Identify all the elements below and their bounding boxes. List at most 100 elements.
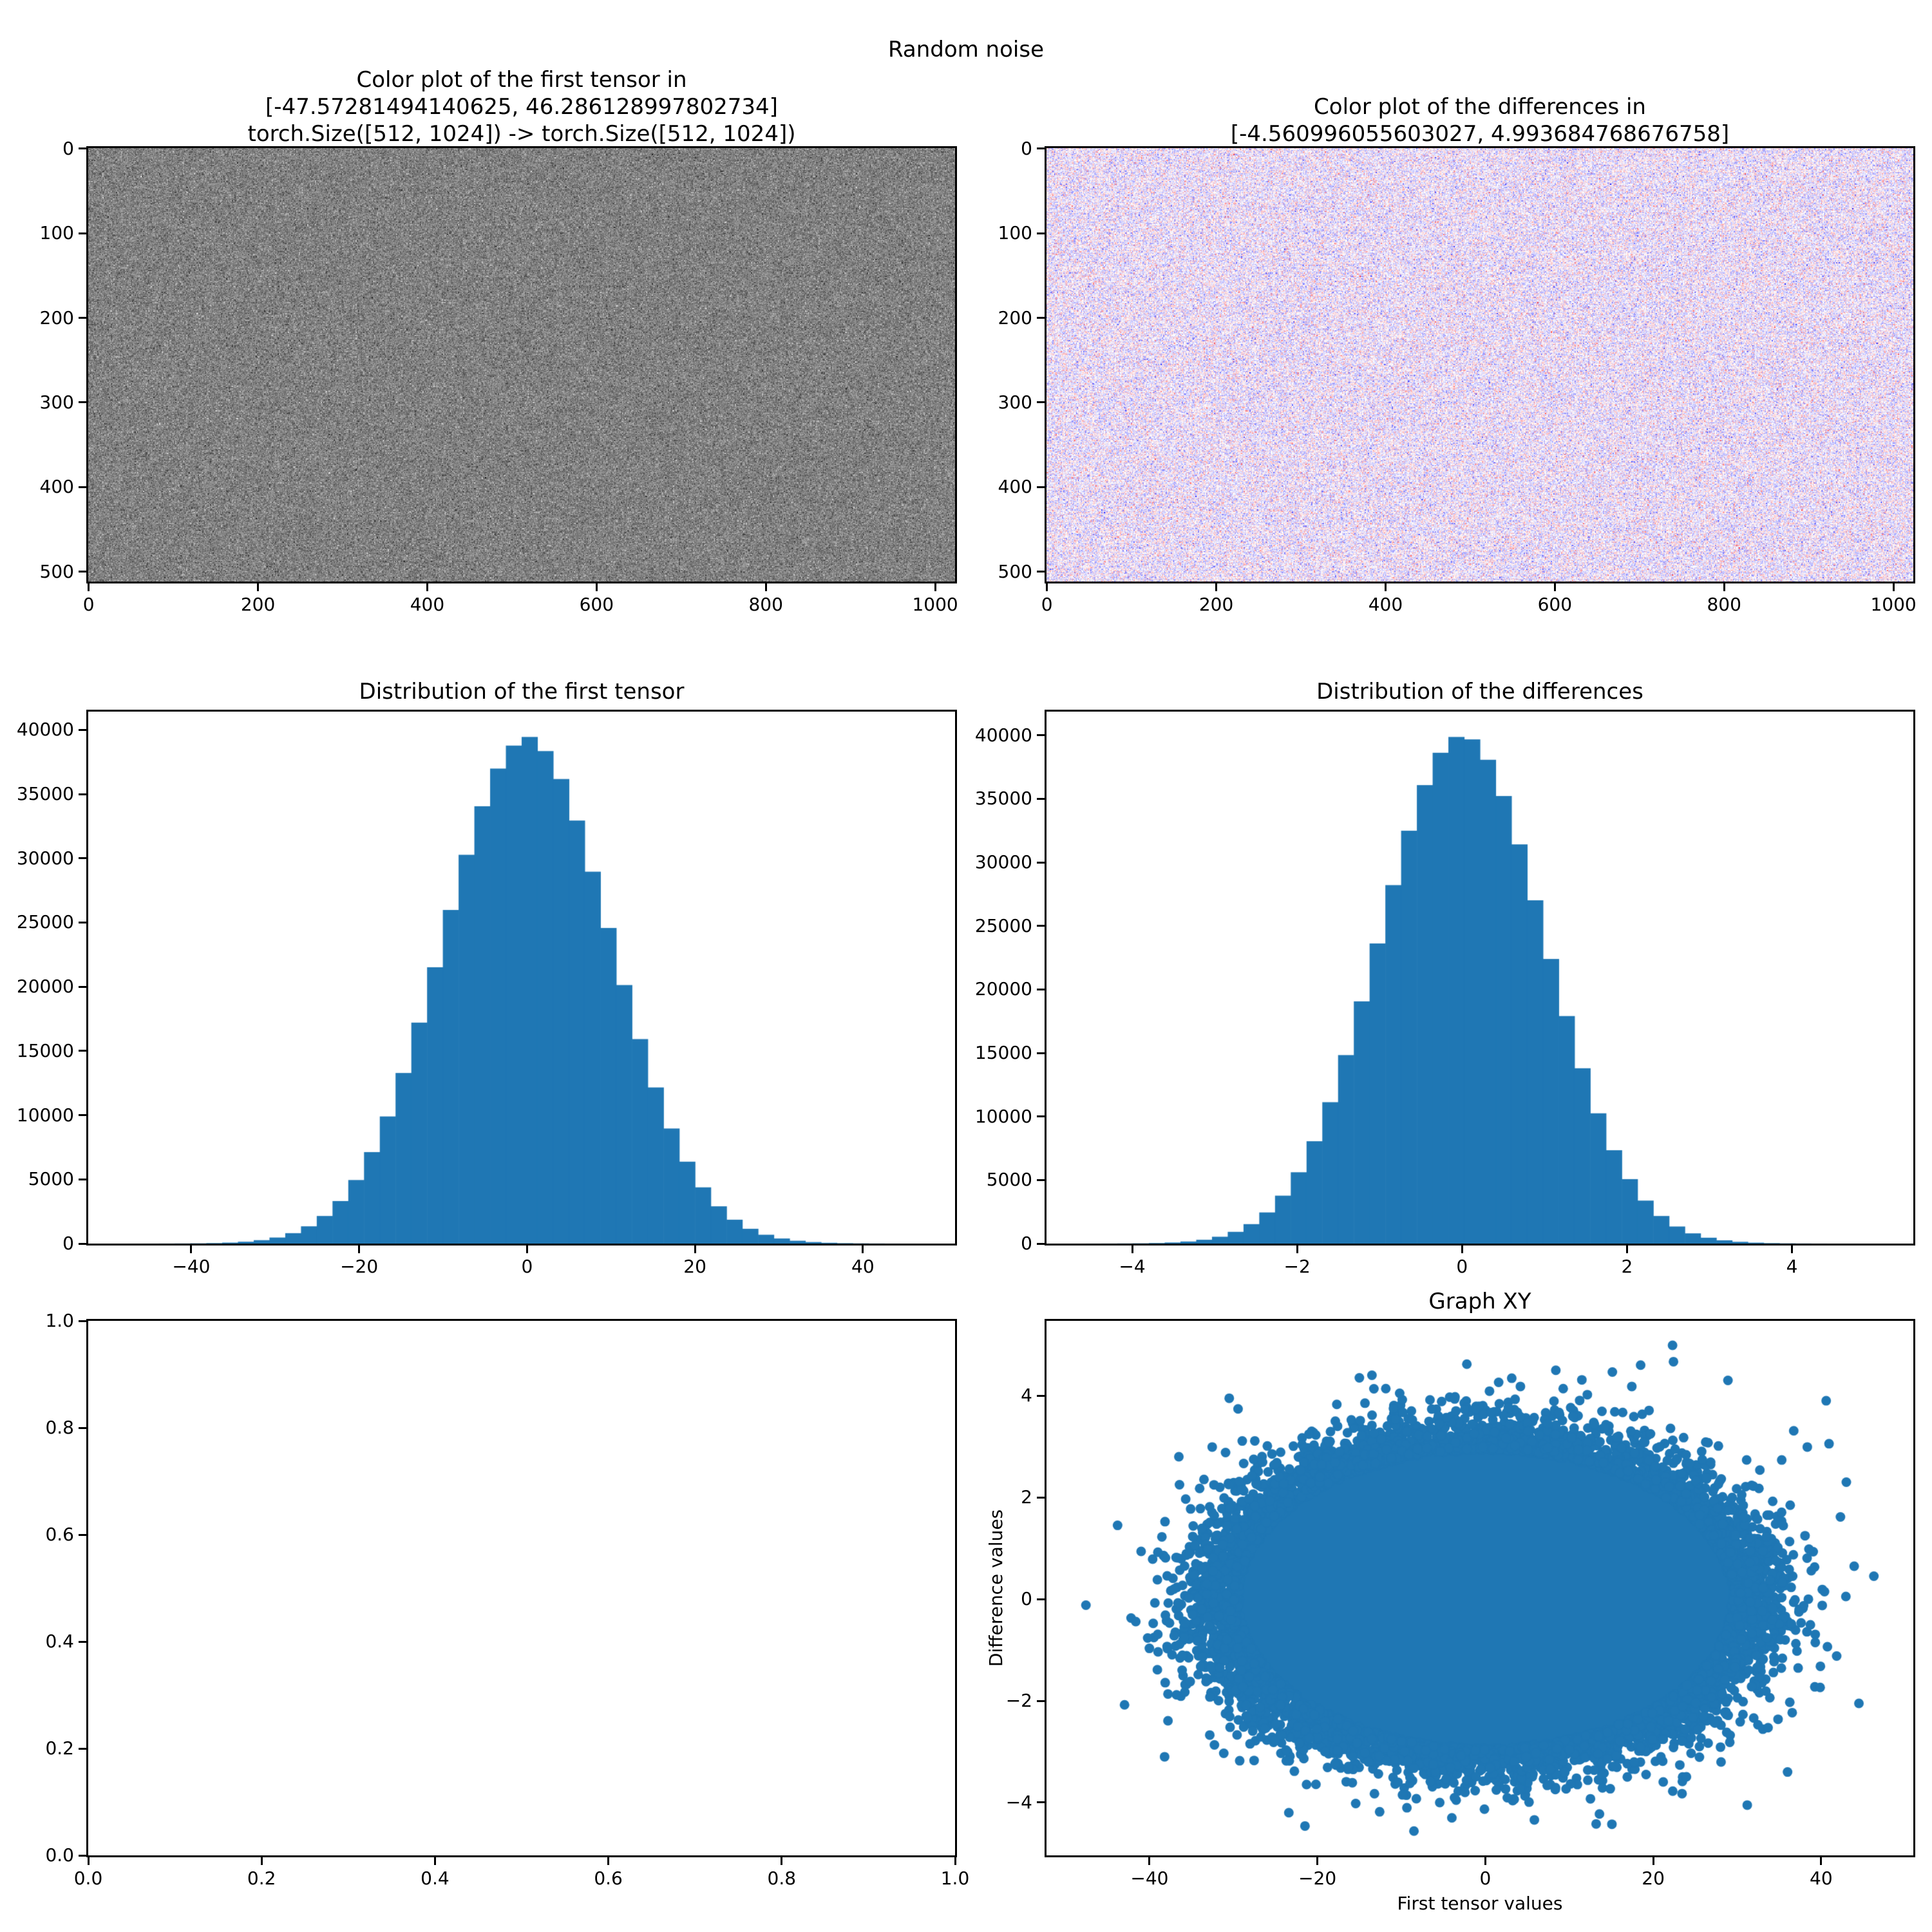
x-tick-label: 0 — [82, 594, 95, 615]
y-tick-mark — [79, 1178, 86, 1180]
x-tick-mark — [607, 1857, 610, 1865]
x-tick-mark — [426, 583, 428, 591]
y-tick-mark — [1037, 1179, 1045, 1181]
x-tick-label: 20 — [1642, 1868, 1665, 1889]
y-tick-label: 1.0 — [45, 1310, 74, 1331]
x-tick-mark — [1461, 1245, 1463, 1253]
y-tick-label: 25000 — [974, 914, 1032, 936]
y-tick-mark — [79, 317, 86, 319]
x-tick-mark — [1296, 1245, 1298, 1253]
y-tick-mark — [79, 571, 86, 573]
differences-image-title: Color plot of the differences in [-4.560… — [1230, 94, 1730, 147]
y-tick-label: 35000 — [974, 788, 1032, 810]
x-tick-mark — [257, 583, 260, 591]
x-tick-label: 40 — [851, 1256, 875, 1277]
y-tick-mark — [79, 232, 86, 234]
x-tick-mark — [694, 1245, 696, 1253]
x-tick-label: 0.8 — [767, 1868, 797, 1889]
y-tick-label: 0.0 — [45, 1844, 74, 1866]
y-tick-label: 300 — [998, 391, 1032, 413]
x-tick-label: 0.6 — [594, 1868, 623, 1889]
x-tick-label: 800 — [1707, 594, 1741, 615]
y-tick-mark — [1037, 401, 1045, 404]
y-tick-label: 35000 — [16, 783, 74, 805]
differences-histogram-title: Distribution of the differences — [1316, 679, 1643, 705]
first-tensor-histogram-axes — [86, 710, 957, 1245]
x-tick-mark — [1625, 1245, 1628, 1253]
x-tick-mark — [1791, 1245, 1794, 1253]
x-tick-mark — [1484, 1857, 1486, 1865]
x-tick-label: 200 — [240, 594, 276, 615]
x-tick-mark — [260, 1857, 263, 1865]
differences-image-axes — [1045, 146, 1915, 583]
y-tick-mark — [79, 921, 86, 923]
x-tick-mark — [1131, 1245, 1133, 1253]
y-tick-mark — [1037, 1496, 1045, 1499]
y-tick-mark — [79, 1114, 86, 1117]
x-tick-mark — [87, 1857, 90, 1865]
y-tick-mark — [1037, 797, 1045, 800]
y-tick-mark — [1037, 1052, 1045, 1054]
y-tick-label: 0 — [62, 137, 74, 159]
y-tick-mark — [79, 1050, 86, 1052]
x-tick-mark — [954, 1857, 956, 1865]
x-tick-mark — [190, 1245, 193, 1253]
x-tick-mark — [358, 1245, 361, 1253]
y-tick-label: 30000 — [16, 847, 74, 869]
differences-histogram-canvas — [1046, 712, 1913, 1244]
y-tick-label: −4 — [1005, 1791, 1032, 1813]
y-tick-label: 10000 — [974, 1105, 1032, 1127]
y-tick-label: 100 — [998, 222, 1032, 244]
x-tick-label: 0 — [1456, 1256, 1468, 1277]
y-tick-mark — [79, 1426, 86, 1429]
y-tick-label: 5000 — [28, 1168, 74, 1190]
xy-scatter-axes — [1045, 1319, 1915, 1857]
x-tick-label: −40 — [1130, 1868, 1169, 1889]
y-tick-label: 2 — [1021, 1486, 1032, 1508]
x-tick-label: 0.2 — [247, 1868, 276, 1889]
y-tick-mark — [79, 1320, 86, 1322]
x-tick-label: 40 — [1810, 1868, 1833, 1889]
x-tick-mark — [934, 583, 936, 591]
x-tick-label: 200 — [1198, 594, 1234, 615]
y-tick-mark — [79, 728, 86, 731]
x-tick-label: −4 — [1119, 1256, 1146, 1277]
y-tick-label: −2 — [1005, 1690, 1032, 1712]
y-tick-mark — [79, 857, 86, 860]
y-tick-mark — [1037, 734, 1045, 737]
y-tick-mark — [1037, 1801, 1045, 1804]
y-tick-mark — [1037, 1394, 1045, 1397]
y-tick-mark — [1037, 1598, 1045, 1600]
y-tick-label: 0.8 — [45, 1417, 74, 1438]
first-tensor-image-axes — [86, 146, 957, 583]
figure-suptitle: Random noise — [887, 37, 1044, 62]
x-tick-label: 0 — [1041, 594, 1053, 615]
y-tick-label: 30000 — [974, 851, 1032, 873]
empty-axes — [86, 1319, 957, 1857]
x-tick-label: 20 — [683, 1256, 706, 1277]
x-tick-label: 600 — [1537, 594, 1573, 615]
y-tick-label: 5000 — [986, 1169, 1032, 1191]
x-tick-mark — [1316, 1857, 1319, 1865]
y-tick-label: 15000 — [16, 1039, 74, 1061]
y-tick-label: 4 — [1021, 1385, 1032, 1406]
y-tick-label: 400 — [39, 476, 74, 498]
x-tick-label: 0 — [1479, 1868, 1492, 1889]
x-tick-mark — [433, 1857, 436, 1865]
y-tick-label: 0.4 — [45, 1631, 74, 1652]
y-tick-label: 20000 — [16, 976, 74, 998]
x-tick-mark — [1892, 583, 1895, 591]
y-tick-mark — [1037, 571, 1045, 573]
y-tick-label: 40000 — [974, 724, 1032, 746]
x-tick-label: 0 — [521, 1256, 533, 1277]
y-tick-mark — [79, 1242, 86, 1245]
x-tick-mark — [1723, 583, 1725, 591]
y-tick-label: 10000 — [16, 1104, 74, 1126]
x-tick-label: −20 — [340, 1256, 379, 1277]
y-tick-mark — [79, 147, 86, 150]
y-tick-mark — [79, 985, 86, 988]
y-tick-mark — [79, 1854, 86, 1857]
differences-image-canvas — [1046, 148, 1913, 582]
y-tick-label: 0 — [1021, 137, 1032, 159]
